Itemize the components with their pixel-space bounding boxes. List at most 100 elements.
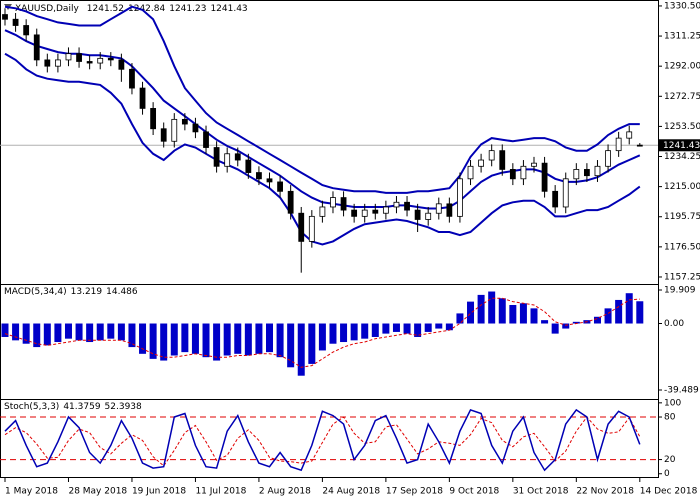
macd-signal-line <box>4 297 640 368</box>
candle-body <box>298 212 305 242</box>
y-tick-label: 100 <box>664 398 681 408</box>
macd-bar <box>530 308 538 324</box>
macd-bar <box>509 304 517 324</box>
x-tick-label: 31 Oct 2018 <box>513 487 569 497</box>
macd-header: MACD(5,34,4) 13.219 14.486 <box>4 287 138 297</box>
y-tick-label: 1311.25 <box>664 32 700 42</box>
y-tick-label: 0 <box>664 469 670 479</box>
y-tick-label: 1215.00 <box>664 182 700 192</box>
candle-body <box>372 209 379 214</box>
x-tick-label: 22 Nov 2018 <box>576 487 634 497</box>
y-tick-label: 1292.00 <box>664 62 700 72</box>
stoch-main-line <box>4 408 641 472</box>
macd-bar <box>593 316 601 324</box>
candle-body <box>277 181 283 192</box>
candle-body <box>160 128 167 142</box>
candle-body <box>414 209 421 220</box>
y-tick-label: 0.00 <box>664 319 684 329</box>
candle-body <box>499 150 506 170</box>
macd-bar <box>403 323 411 334</box>
macd-bar <box>424 323 432 332</box>
macd-value: 13.219 <box>71 287 103 297</box>
macd-bar <box>117 323 125 341</box>
candle-body <box>457 178 463 217</box>
open: 1241.52 <box>87 4 124 14</box>
candle-body <box>308 215 315 242</box>
candle-body <box>107 57 114 61</box>
macd-bar <box>139 323 147 354</box>
macd-bar <box>96 323 104 341</box>
y-tick-label: 1234.25 <box>664 152 700 162</box>
x-tick-label: 17 Sep 2018 <box>386 487 443 497</box>
macd-bar <box>414 323 422 337</box>
plot-frame <box>0 0 659 478</box>
high: 1242.84 <box>128 4 165 14</box>
candle-body <box>86 61 93 64</box>
candle-body <box>2 14 8 20</box>
macd-bar <box>551 323 559 334</box>
candle-body <box>256 172 262 180</box>
candle-body <box>23 25 30 36</box>
price-header: XAUUSD,Daily 1241.52 1242.84 1241.23 1241.43 <box>15 4 248 14</box>
candle-body <box>234 153 241 161</box>
macd-bar <box>467 301 475 324</box>
candle-body <box>520 165 527 180</box>
macd-bar <box>519 303 527 324</box>
x-tick-label: 14 Dec 2018 <box>640 487 698 497</box>
macd-bar <box>340 323 348 343</box>
candle-body <box>224 153 231 167</box>
stoch-main-value: 41.3759 <box>63 402 100 412</box>
candle-body <box>245 159 252 173</box>
candle-body <box>118 59 125 70</box>
bollinger-upper <box>4 5 640 194</box>
macd-bar <box>234 323 242 354</box>
stoch-signal-value: 52.3938 <box>105 402 142 412</box>
y-tick-label: 20 <box>664 455 676 465</box>
candle-body <box>33 34 40 61</box>
x-tick-label: 1 May 2018 <box>5 487 58 497</box>
y-tick-label: 1330.50 <box>664 1 700 11</box>
candle-body <box>213 147 220 167</box>
macd-bar <box>43 323 51 346</box>
x-tick-label: 9 Oct 2018 <box>449 487 499 497</box>
macd-bar <box>276 323 284 358</box>
current-price-label: 1241.43 <box>663 141 700 151</box>
symbol: XAUUSD,Daily <box>15 4 79 14</box>
x-tick-label: 28 May 2018 <box>68 487 127 497</box>
macd-bar <box>361 323 369 339</box>
macd-bar <box>435 323 443 329</box>
candle-body <box>150 108 157 130</box>
y-tick-label: 1176.50 <box>664 242 700 252</box>
macd-bar <box>223 323 231 356</box>
candle-body <box>97 57 104 64</box>
y-tick-label: 19.909 <box>664 285 696 295</box>
candle-body <box>44 59 51 67</box>
signal-value: 14.486 <box>106 287 138 297</box>
macd-bar <box>604 308 612 324</box>
macd-bar <box>160 323 168 361</box>
candle-body <box>76 53 82 62</box>
candle-body <box>192 123 199 133</box>
candle-body <box>129 68 135 89</box>
candle-body <box>467 165 474 180</box>
candle-body <box>562 178 569 208</box>
candle-body <box>203 131 209 148</box>
candle-body <box>584 169 590 177</box>
macd-bar <box>382 323 390 334</box>
x-tick-label: 2 Aug 2018 <box>259 487 311 497</box>
macd-bar <box>297 323 305 376</box>
macd-bar <box>477 294 485 324</box>
macd-bar <box>75 323 83 341</box>
y-tick-label: 1157.25 <box>664 272 700 282</box>
candle-body <box>287 190 294 214</box>
candle-body <box>605 150 611 167</box>
macd-bar <box>181 323 189 353</box>
stoch-signal-line <box>4 416 641 467</box>
candle-body <box>615 137 622 152</box>
stoch-title: Stoch(5,3,3) <box>4 402 59 412</box>
candle-body <box>266 178 273 183</box>
macd-bar <box>350 323 358 341</box>
candle-body <box>319 206 326 217</box>
candle-body <box>509 169 516 180</box>
macd-bar <box>128 323 136 348</box>
